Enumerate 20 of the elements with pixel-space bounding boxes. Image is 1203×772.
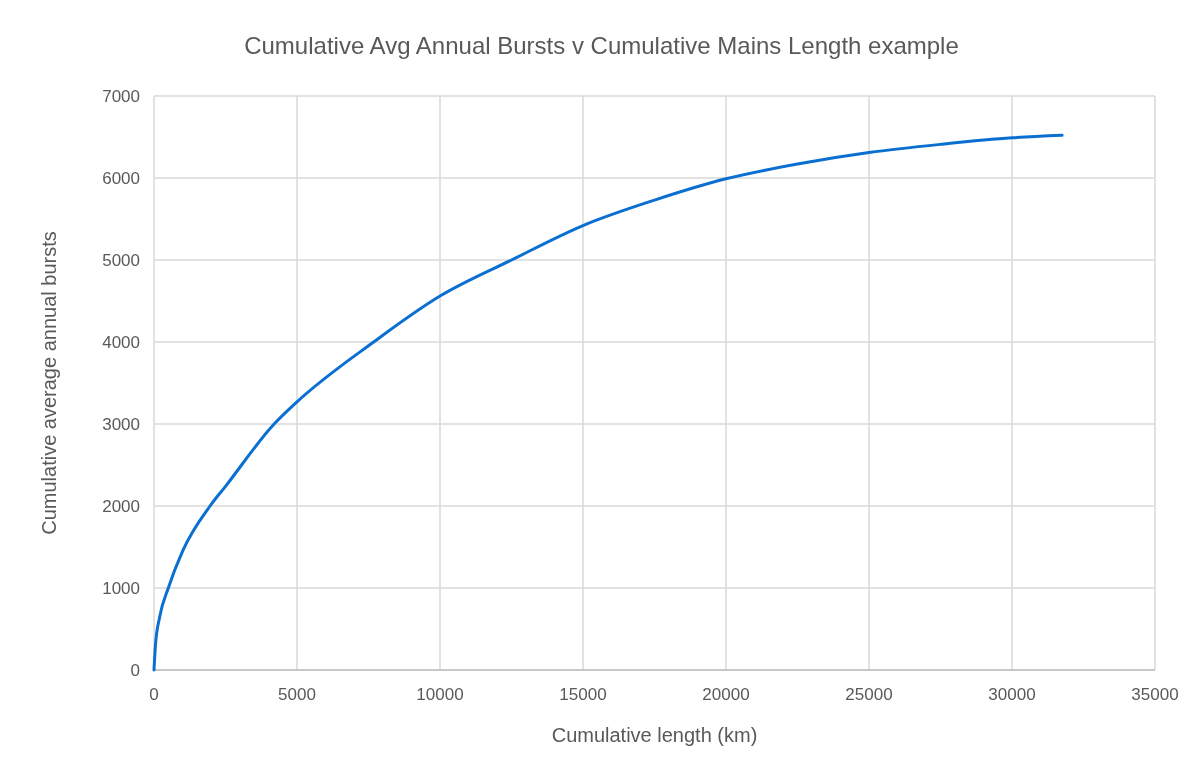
x-tick-label: 30000 bbox=[988, 685, 1036, 704]
x-tick-label: 0 bbox=[149, 685, 159, 704]
y-tick-label: 4000 bbox=[102, 332, 140, 352]
y-tick-label: 1000 bbox=[102, 578, 140, 598]
y-tick-label: 3000 bbox=[102, 414, 140, 434]
chart-title: Cumulative Avg Annual Bursts v Cumulative Mains Length example bbox=[244, 32, 959, 59]
x-tick-label: 25000 bbox=[845, 685, 893, 704]
x-tick-label: 35000 bbox=[1131, 685, 1179, 704]
y-tick-label: 0 bbox=[130, 660, 140, 680]
y-tick-label: 2000 bbox=[102, 496, 140, 516]
x-axis-title: Cumulative length (km) bbox=[551, 724, 758, 746]
x-tick-label: 20000 bbox=[702, 685, 750, 704]
y-tick-label: 6000 bbox=[102, 168, 140, 188]
y-tick-label: 7000 bbox=[102, 86, 140, 106]
x-tick-label: 5000 bbox=[278, 685, 316, 704]
x-tick-label: 15000 bbox=[559, 685, 607, 704]
x-tick-label: 10000 bbox=[416, 685, 464, 704]
y-tick-label: 5000 bbox=[102, 250, 140, 270]
line-series bbox=[152, 133, 1064, 672]
y-axis-title: Cumulative average annual bursts bbox=[38, 231, 60, 535]
